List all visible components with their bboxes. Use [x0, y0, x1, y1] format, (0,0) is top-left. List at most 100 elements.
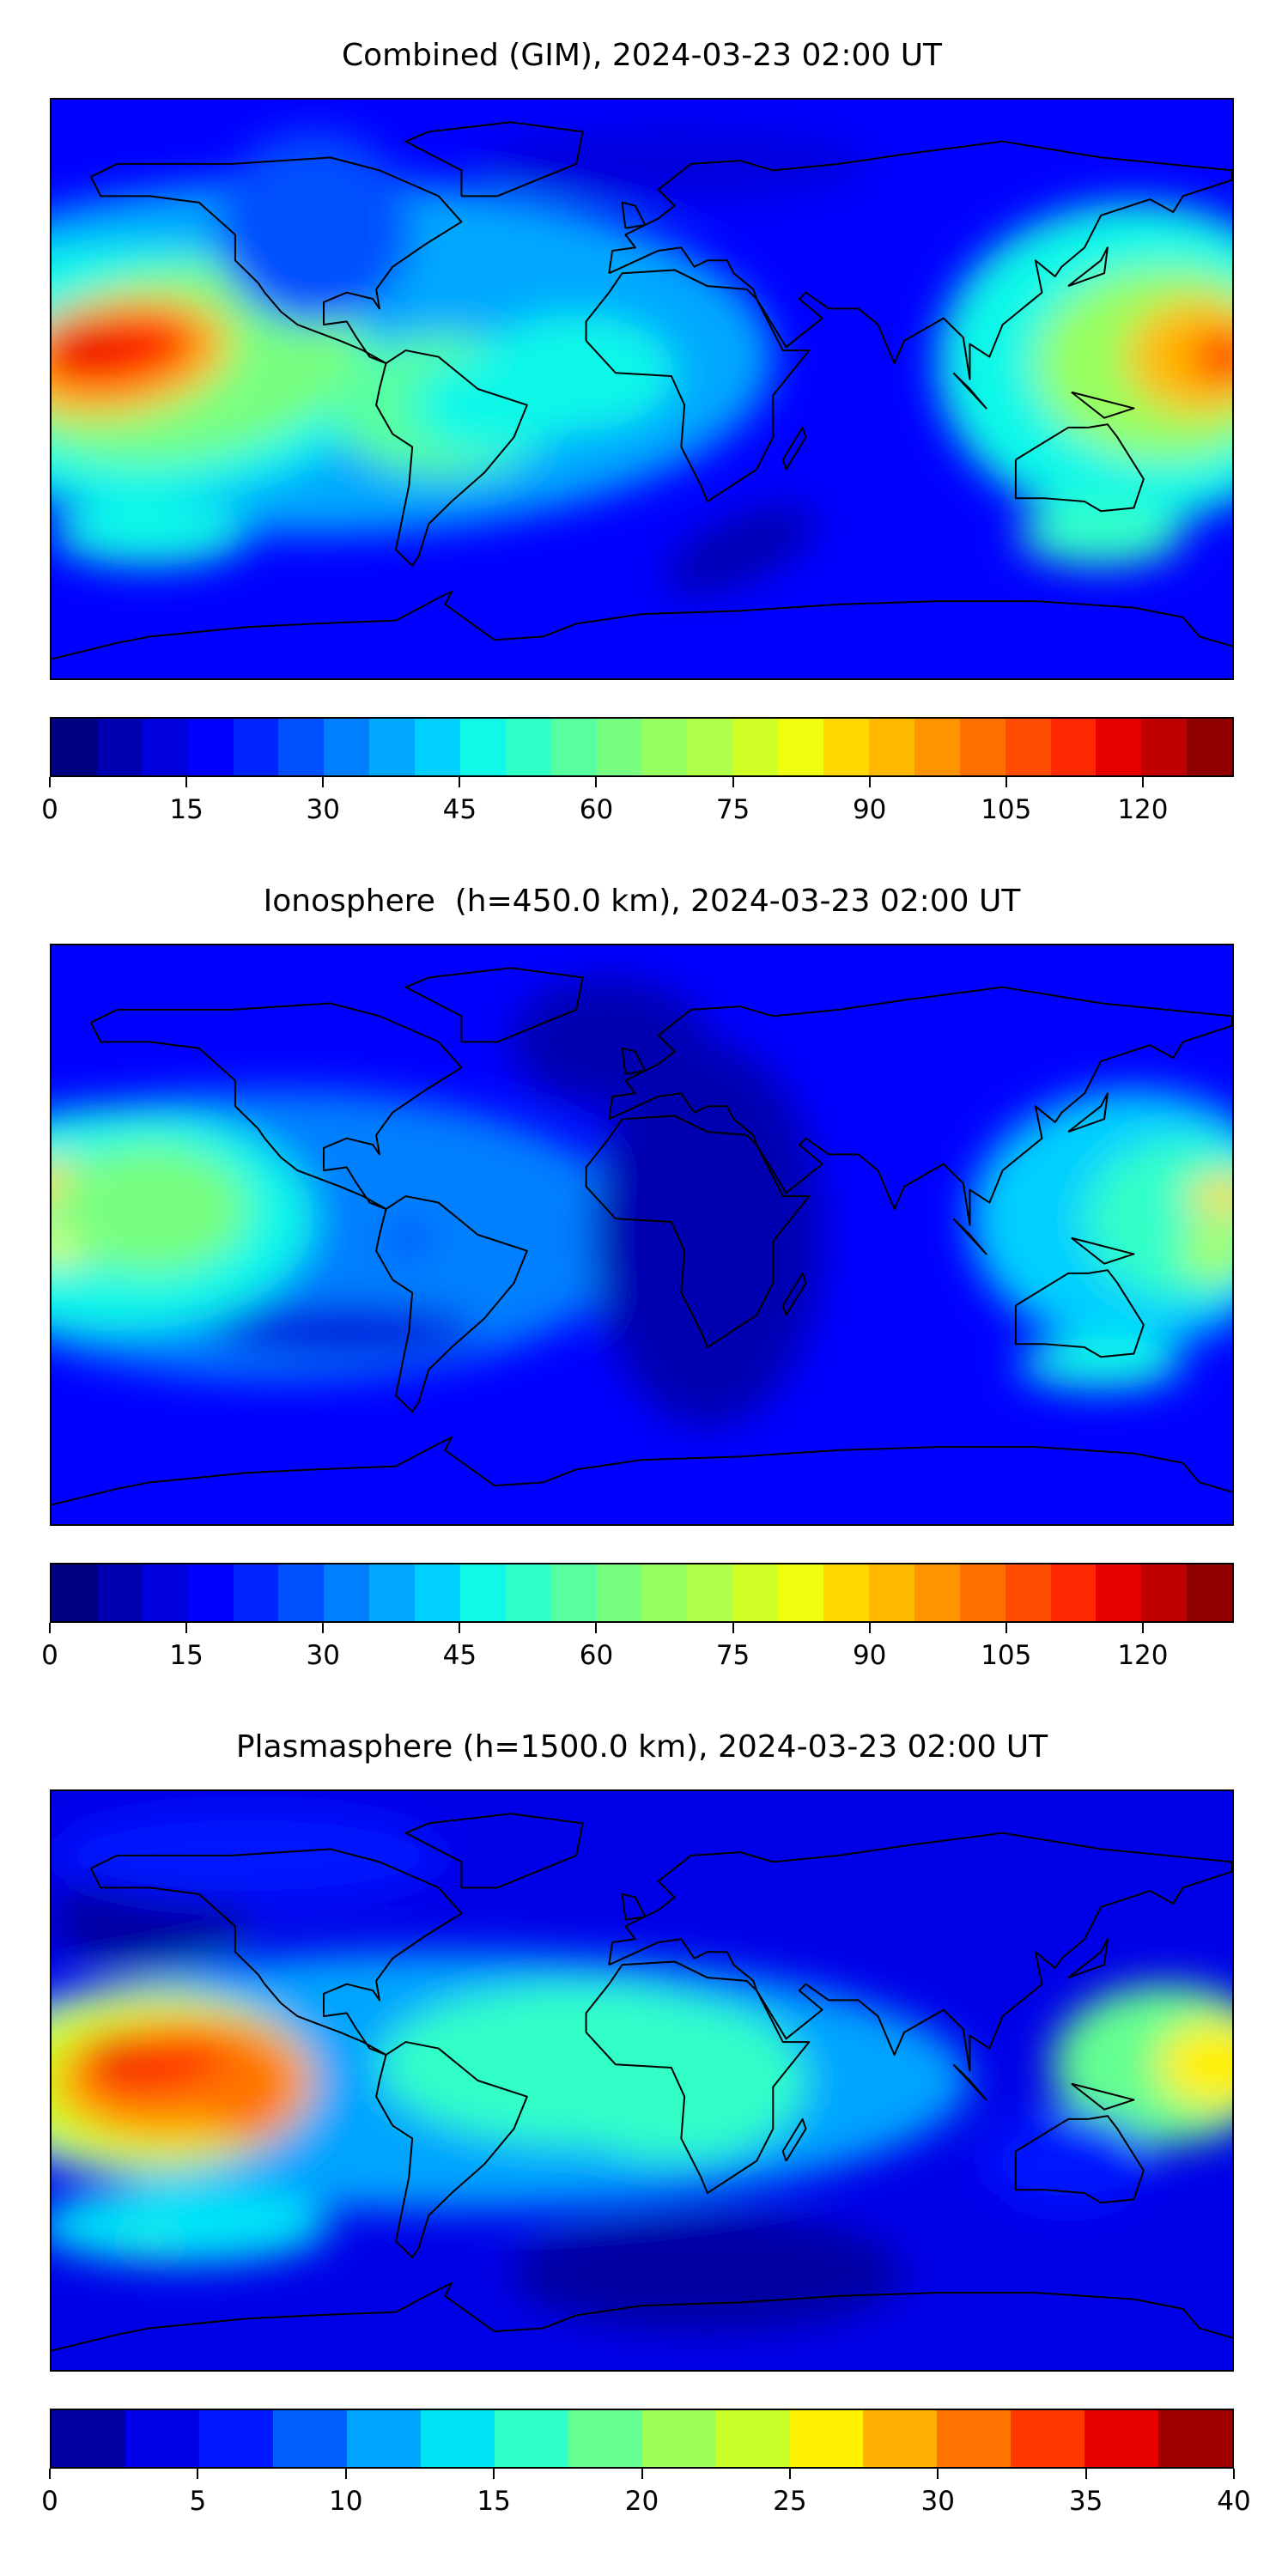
- coastline: [783, 1273, 806, 1315]
- coastline: [91, 1849, 462, 2055]
- tec-contour-region: [1199, 2042, 1232, 2087]
- colorbar-tick: [49, 2469, 51, 2479]
- colorbar-tick-label: 45: [442, 794, 477, 825]
- coastline: [623, 203, 646, 228]
- colorbar-bin: [823, 1564, 870, 1621]
- colorbar-tick-label: 75: [715, 794, 750, 825]
- tec-field: [52, 1807, 1232, 2332]
- colorbar-bin: [959, 1564, 1005, 1621]
- coastline: [1072, 1238, 1134, 1264]
- colorbar-bin: [278, 719, 325, 775]
- tec-contour-region: [477, 314, 675, 431]
- colorbar-bin: [869, 719, 914, 775]
- coastline: [376, 2042, 527, 2257]
- colorbar-bin: [550, 1564, 597, 1621]
- colorbar-bin: [233, 719, 279, 775]
- colorbar-bin: [369, 719, 416, 775]
- colorbar-bin: [732, 1564, 779, 1621]
- coastline: [406, 968, 583, 1042]
- colorbar-bin: [914, 1564, 960, 1621]
- colorbar-bin: [1187, 719, 1233, 775]
- colorbar-tick: [732, 1623, 734, 1633]
- colorbar-bin: [1005, 1564, 1051, 1621]
- colorbar-tick-label: 35: [1068, 2486, 1103, 2517]
- colorbar-bin: [1050, 719, 1097, 775]
- colorbar-tick: [1084, 2469, 1087, 2479]
- coastline: [586, 1961, 810, 2193]
- coastline: [1016, 1270, 1144, 1357]
- colorbar-tick-label: 30: [306, 1640, 340, 1671]
- colorbar-tick-label: 30: [306, 794, 340, 825]
- colorbar-tick: [868, 777, 871, 787]
- coastline: [1068, 247, 1108, 286]
- colorbar-bin: [415, 1564, 461, 1621]
- colorbar-tick: [1141, 777, 1144, 787]
- colorbar-tick-label: 10: [329, 2486, 363, 2517]
- tec-contour-region: [477, 125, 872, 203]
- tec-contour-region: [52, 1807, 446, 1905]
- coastline: [623, 1894, 646, 1920]
- tec-contour-region: [1157, 2019, 1232, 2110]
- coastline: [783, 428, 806, 470]
- colorbar-bin: [778, 719, 824, 775]
- chart-title: Ionosphere (h=450.0 km), 2024-03-23 02:0…: [263, 884, 1021, 919]
- panel-ionosphere: Ionosphere (h=450.0 km), 2024-03-23 02:0…: [0, 846, 1288, 1692]
- map-svg: [52, 945, 1232, 1524]
- colorbar-bin: [52, 719, 97, 775]
- colorbar-ticks: 0 5 10 15 20 25 30 35 40: [41, 2469, 1251, 2529]
- colorbar-tick: [322, 1623, 325, 1633]
- colorbar-tick-label: 105: [981, 794, 1032, 825]
- colorbar-tick-label: 60: [579, 1640, 614, 1671]
- tec-field: [52, 125, 1232, 595]
- colorbar-bin: [641, 2410, 716, 2467]
- colorbar-tick-label: 90: [852, 794, 887, 825]
- coastline: [953, 373, 986, 408]
- colorbar-ticks: 0 15 30 45 60 75 90 105 120: [41, 777, 1234, 837]
- colorbar-tick-label: 0: [41, 794, 58, 825]
- tec-contour-region: [215, 131, 413, 325]
- tec-contour-region: [412, 2000, 610, 2129]
- coastline: [783, 2119, 806, 2161]
- colorbar-tick: [937, 2469, 939, 2479]
- tec-contour-region: [52, 2186, 331, 2264]
- colorbar-tick: [868, 1623, 871, 1633]
- colorbar-bin: [1084, 2410, 1159, 2467]
- colorbar-ticks: 0 15 30 45 60 75 90 105 120: [41, 1623, 1234, 1683]
- colorbar-tick: [49, 777, 51, 787]
- colorbar-tick-label: 25: [773, 2486, 807, 2517]
- colorbar-bin: [641, 719, 688, 775]
- colorbar-tick: [595, 1623, 598, 1633]
- colorbar-tick: [595, 777, 598, 787]
- colorbar: [50, 717, 1234, 777]
- colorbar-tick-label: 15: [169, 794, 204, 825]
- colorbar-bin: [1005, 719, 1051, 775]
- colorbar-tick-label: 15: [477, 2486, 511, 2517]
- tec-contour-region: [52, 318, 125, 364]
- tec-field: [52, 977, 1232, 1428]
- map-svg: [52, 1791, 1232, 2370]
- colorbar-tick: [344, 2469, 347, 2479]
- coastline: [376, 1196, 527, 1412]
- colorbar-bin: [415, 719, 461, 775]
- colorbar-bin: [596, 719, 642, 775]
- colorbar-bin: [1158, 2410, 1232, 2467]
- colorbar-tick: [49, 1623, 51, 1633]
- colorbar-bin: [272, 2410, 347, 2467]
- tec-map: [50, 944, 1234, 1526]
- colorbar-bin: [732, 719, 779, 775]
- tec-contour-region: [1018, 1337, 1183, 1389]
- colorbar-tick-label: 105: [981, 1640, 1032, 1671]
- tec-contour-region: [202, 2051, 295, 2142]
- tec-contour-region: [543, 2000, 806, 2161]
- colorbar-tick: [1005, 777, 1007, 787]
- colorbar-bin: [1050, 1564, 1097, 1621]
- colorbar-bin: [187, 719, 234, 775]
- colorbar-tick: [1005, 1623, 1007, 1633]
- colorbar-bin: [641, 1564, 688, 1621]
- colorbar-bin: [1011, 2410, 1085, 2467]
- colorbar-bin: [778, 1564, 824, 1621]
- colorbar-bin: [914, 719, 960, 775]
- coastline: [1072, 392, 1134, 418]
- colorbar-tick-label: 5: [189, 2486, 207, 2517]
- colorbar-tick: [1233, 2469, 1235, 2479]
